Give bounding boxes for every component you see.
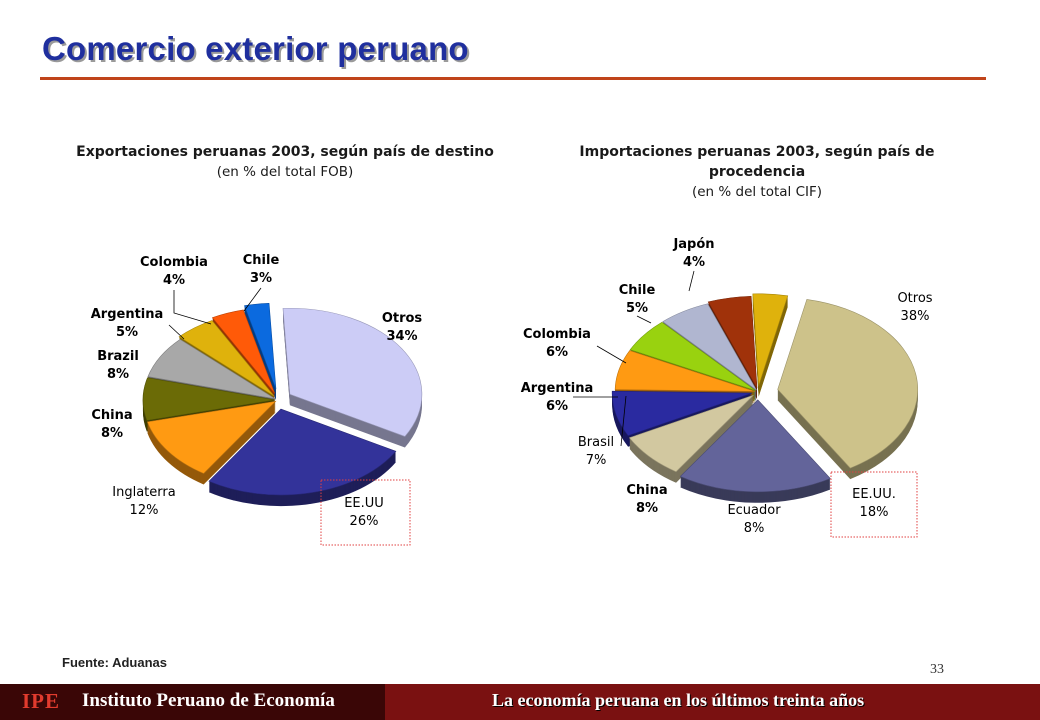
slice-value-inglaterra: 12% xyxy=(130,503,159,518)
slice-label-ee-uu: EE.UU. xyxy=(852,487,896,502)
pie-slice-ecuador xyxy=(628,394,754,483)
highlight-box-ee-uu xyxy=(830,471,918,538)
slice-value-brasil: 7% xyxy=(586,453,607,468)
slice-value-colombia: 6% xyxy=(546,345,568,360)
slice-label-ecuador: Ecuador xyxy=(727,503,781,518)
pie-slice-brasil xyxy=(614,350,756,403)
footer-brand-panel xyxy=(0,684,385,720)
slice-label-otros: Otros xyxy=(897,291,932,306)
slice-value-china: 8% xyxy=(101,426,123,441)
leader-line-argentina xyxy=(168,324,185,340)
slice-value-japon: 4% xyxy=(683,255,705,270)
import-chart-title: Importaciones peruanas 2003, según país … xyxy=(579,144,935,180)
import-chart-heading: Importaciones peruanas 2003, según país … xyxy=(556,142,958,202)
slice-value-china: 8% xyxy=(636,501,658,516)
leader-line-chile xyxy=(243,287,262,312)
page-number: 33 xyxy=(930,662,944,677)
slice-label-brasil: Brasil xyxy=(578,435,614,450)
pie-slice-china xyxy=(142,377,276,432)
slice-value-chile: 5% xyxy=(626,301,648,316)
export-chart-subtitle: (en % del total FOB) xyxy=(216,164,354,180)
slice-value-otros: 34% xyxy=(386,329,417,344)
ipe-logo: IPE xyxy=(22,689,61,713)
slice-label-argentina: Argentina xyxy=(521,381,594,396)
title-divider xyxy=(40,77,986,80)
pie-slice-ee-uu xyxy=(679,399,831,503)
slice-value-ecuador: 8% xyxy=(744,521,765,536)
leader-line-japon xyxy=(688,270,695,292)
slice-label-otros: Otros xyxy=(382,311,423,326)
slice-label-inglaterra: Inglaterra xyxy=(112,485,175,500)
pie-slice-otros xyxy=(777,299,918,480)
slice-value-otros: 38% xyxy=(901,309,930,324)
pie-slice-ee-uu xyxy=(208,408,397,507)
slice-label-china: China xyxy=(91,408,132,423)
leader-line-colombia xyxy=(173,290,212,325)
footer-tagline: La economía peruana en los últimos trein… xyxy=(492,690,865,710)
page-title: Comercio exterior peruano xyxy=(42,30,469,67)
slice-label-ee-uu: EE.UU xyxy=(344,496,384,511)
import-chart-subtitle: (en % del total CIF) xyxy=(691,184,823,200)
export-chart-heading: Exportaciones peruanas 2003, según país … xyxy=(50,142,520,182)
slice-value-chile: 3% xyxy=(250,271,272,286)
slice-label-colombia: Colombia xyxy=(523,327,591,342)
export-pie-chart: Otros 34% EE.UU 26% Inglaterra 12% China 8% Braz… xyxy=(91,253,423,546)
pie-slice-inglaterra xyxy=(146,400,277,485)
slice-label-brazil: Brazil xyxy=(97,349,139,364)
slice-value-colombia: 4% xyxy=(163,273,185,288)
slice-value-argentina: 6% xyxy=(546,399,568,414)
leader-line-colombia xyxy=(596,345,627,364)
slice-value-ee-uu: 26% xyxy=(350,514,379,529)
slice-label-japon: Japón xyxy=(672,237,714,252)
leader-line-brasil xyxy=(620,395,627,447)
pie-slice-otros xyxy=(282,307,423,448)
slice-value-brazil: 8% xyxy=(107,367,129,382)
leader-line-chile xyxy=(636,315,652,324)
pie-slice-japon xyxy=(752,293,789,397)
slice-label-colombia: Colombia xyxy=(140,255,208,270)
highlight-box-ee-uu xyxy=(320,479,411,546)
slice-label-argentina: Argentina xyxy=(91,307,164,322)
slice-label-chile: Chile xyxy=(619,283,656,298)
slice-value-ee-uu: 18% xyxy=(860,505,889,520)
export-chart-title: Exportaciones peruanas 2003, según país … xyxy=(76,144,494,160)
pie-slice-brazil xyxy=(147,338,276,410)
slice-value-argentina: 5% xyxy=(116,325,138,340)
import-pie-chart: Otros 38% EE.UU. 18% Ecuador 8% China 8% Brasil 7… xyxy=(521,237,933,538)
footer-org-name: Instituto Peruano de Economía xyxy=(82,690,335,711)
source-note: Fuente: Aduanas xyxy=(62,655,167,670)
slice-label-chile: Chile xyxy=(243,253,280,268)
slice-label-china: China xyxy=(626,483,667,498)
